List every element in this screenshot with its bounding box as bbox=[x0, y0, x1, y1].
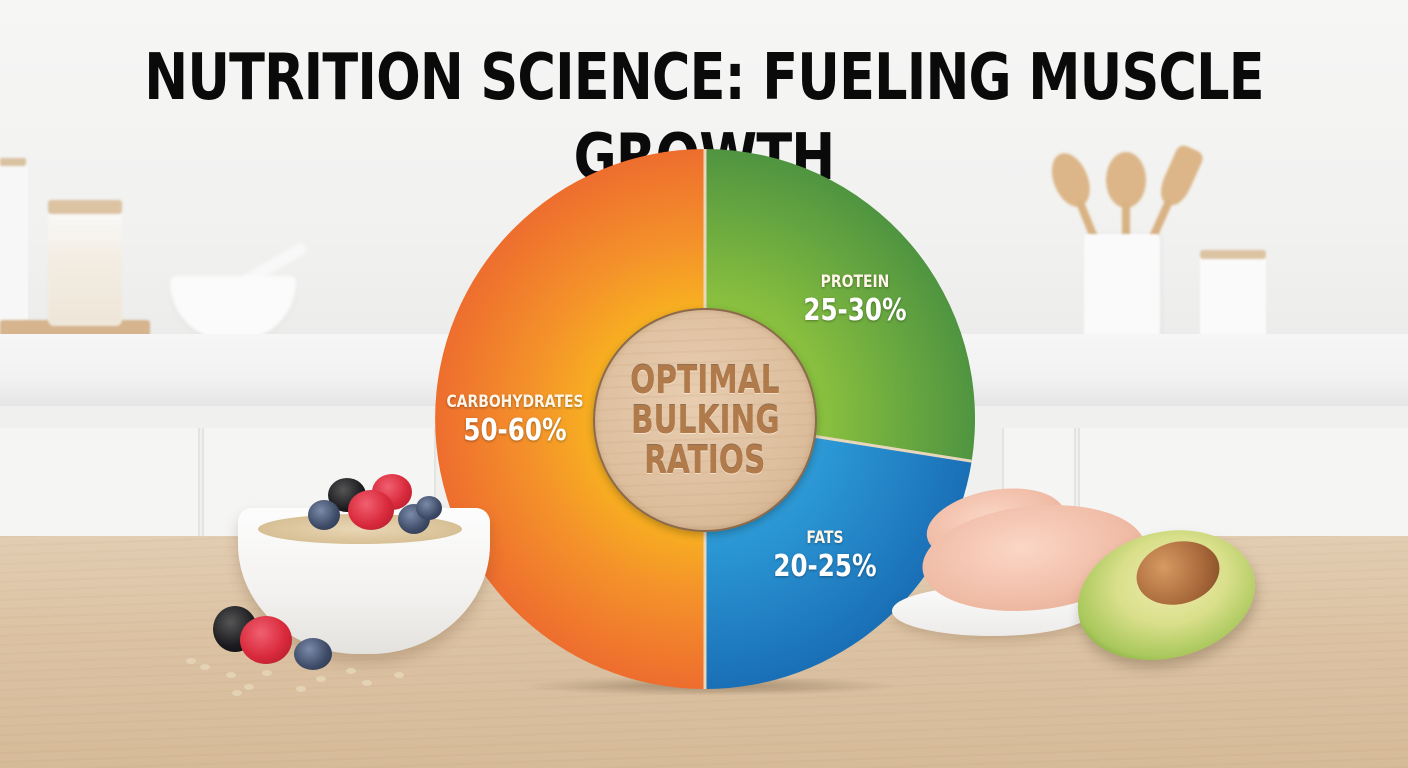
fats-name: FATS bbox=[806, 528, 844, 548]
canister bbox=[1200, 252, 1266, 338]
oat-flake bbox=[232, 690, 242, 696]
carbohydrates-name: CARBOHYDRATES bbox=[446, 392, 584, 412]
blueberry bbox=[416, 496, 442, 520]
tall-jar bbox=[0, 162, 28, 322]
utensil-crock bbox=[1084, 234, 1160, 340]
protein-value: 25-30% bbox=[803, 293, 907, 328]
slice-carbohydrates bbox=[435, 149, 705, 689]
oat-flake bbox=[186, 658, 196, 664]
tall-jar-lid bbox=[0, 158, 26, 166]
oat-flake bbox=[394, 672, 404, 678]
label-protein: PROTEIN 25-30% bbox=[780, 272, 930, 328]
center-label-line-3: RATIOS bbox=[644, 438, 766, 482]
carbohydrates-value: 50-60% bbox=[463, 413, 567, 448]
oat-flake bbox=[346, 668, 356, 674]
label-carbohydrates: CARBOHYDRATES 50-60% bbox=[420, 392, 610, 448]
fats-value: 20-25% bbox=[773, 549, 877, 584]
raspberry bbox=[240, 616, 292, 664]
center-label-line-1: OPTIMAL bbox=[630, 358, 780, 402]
oat-flake bbox=[262, 670, 272, 676]
center-label-line-2: BULKING bbox=[630, 398, 780, 442]
oat-flake bbox=[244, 684, 254, 690]
blueberry bbox=[308, 500, 340, 530]
protein-name: PROTEIN bbox=[820, 272, 890, 292]
oat-flake bbox=[200, 664, 210, 670]
oat-flake bbox=[362, 680, 372, 686]
oat-flake bbox=[296, 686, 306, 692]
center-wood-disc: OPTIMAL BULKING RATIOS bbox=[593, 308, 817, 532]
glass-jar-lid bbox=[48, 200, 122, 214]
canister-lid bbox=[1200, 250, 1266, 259]
raspberry bbox=[348, 490, 394, 530]
label-fats: FATS 20-25% bbox=[760, 528, 890, 584]
glass-jar bbox=[48, 210, 122, 326]
oat-flake bbox=[316, 676, 326, 682]
cabinet-door bbox=[0, 428, 200, 546]
oat-flake bbox=[226, 672, 236, 678]
wooden-spoon bbox=[1104, 152, 1148, 252]
blueberry bbox=[294, 638, 332, 670]
